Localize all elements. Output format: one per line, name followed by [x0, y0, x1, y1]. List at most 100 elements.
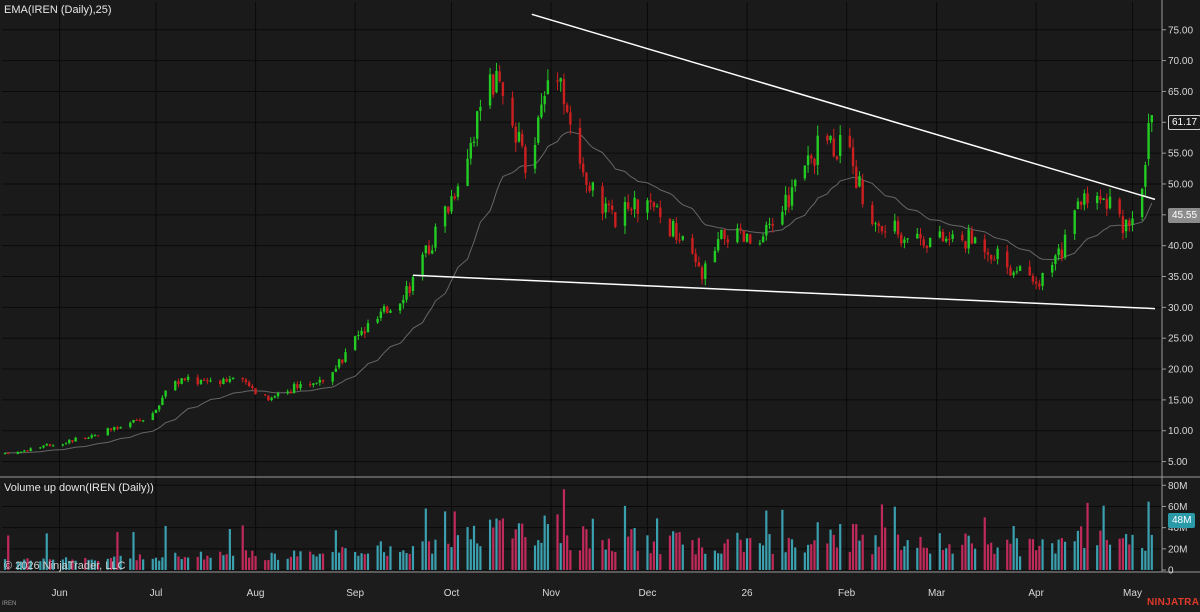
volume-bar [762, 545, 765, 570]
volume-bar [68, 561, 71, 570]
candle-down [1121, 216, 1125, 234]
candle-down [116, 427, 119, 429]
volume-bar [405, 553, 408, 570]
volume-bar [16, 561, 19, 570]
volume-bar [93, 560, 97, 570]
candle-up [720, 229, 723, 239]
candle-down [749, 234, 752, 244]
candle-down [964, 241, 967, 249]
volume-bar [1099, 530, 1102, 570]
candle-up [402, 299, 405, 304]
volume-bar [241, 525, 244, 570]
candle-up [1083, 193, 1086, 205]
volume-bar [749, 537, 752, 570]
volume-bar [1105, 539, 1108, 570]
candle-down [1060, 249, 1064, 259]
candle-up [591, 182, 595, 191]
volume-bar [884, 527, 887, 570]
volume-bar [289, 556, 292, 570]
candle-down [925, 245, 929, 249]
volume-bar [1131, 534, 1134, 570]
candle-up [903, 239, 906, 243]
candle-down [1034, 281, 1038, 284]
candle-up [357, 334, 360, 336]
candle-up [633, 197, 636, 210]
candle-down [742, 230, 746, 242]
candle-up [906, 238, 909, 240]
volume-bar [376, 545, 379, 570]
candle-down [986, 252, 990, 255]
volume-bar [431, 553, 434, 570]
candle-down [254, 388, 257, 395]
candle-down [941, 231, 945, 242]
time-tick-label: Dec [639, 588, 657, 599]
candle-down [810, 155, 813, 159]
volume-bar [52, 559, 55, 570]
volume-bar [990, 542, 993, 570]
candle-up [874, 223, 877, 225]
volume-bar [113, 556, 116, 570]
candle-up [761, 236, 765, 243]
volume-bar [399, 551, 402, 570]
candle-down [514, 126, 517, 143]
volume-bar [276, 559, 280, 570]
volume-bar [697, 537, 700, 570]
volume-bar [604, 549, 607, 570]
volume-bar [559, 543, 562, 570]
candle-up [1063, 234, 1067, 258]
candle-down [883, 231, 887, 233]
candle-down [26, 450, 29, 452]
candle-up [1150, 115, 1153, 123]
volume-bar [543, 515, 546, 570]
candle-down [970, 230, 974, 244]
volume-bar [655, 518, 659, 570]
candle-up [543, 96, 546, 105]
volume-bar [331, 552, 334, 570]
candle-up [93, 435, 97, 437]
volume-bar [694, 554, 697, 570]
volume-bar [630, 529, 633, 570]
candle-up [228, 379, 232, 382]
volume-bar [142, 559, 145, 570]
candle-up [312, 383, 315, 386]
volume-bar [434, 539, 437, 570]
candle-up [87, 437, 90, 439]
candle-up [424, 245, 428, 254]
candle-down [569, 112, 572, 125]
volume-bar [26, 558, 29, 570]
candle-down [1038, 283, 1041, 287]
volume-bar [203, 559, 206, 570]
volume-bar [948, 544, 951, 570]
volume-bar [983, 517, 986, 570]
volume-bar [839, 524, 842, 570]
volume-bar [386, 555, 389, 570]
candle-up [623, 202, 627, 226]
volume-bar [472, 525, 476, 570]
candle-down [659, 207, 662, 218]
candle-down [626, 202, 630, 209]
candle-up [23, 450, 26, 452]
candle-up [736, 228, 739, 243]
candle-up [996, 248, 999, 260]
volume-bar [646, 535, 649, 570]
volume-bar [209, 557, 212, 570]
candle-up [174, 381, 177, 391]
volume-bar [562, 489, 566, 570]
volume-bar [896, 534, 900, 570]
volume-bar [652, 541, 655, 570]
volume-bar [19, 561, 23, 570]
candle-down [244, 379, 248, 383]
candle-up [704, 263, 707, 279]
candle-up [533, 144, 537, 169]
candle-up [1041, 273, 1044, 286]
volume-bar [713, 550, 717, 570]
volume-bar [514, 529, 517, 570]
candle-up [838, 134, 842, 157]
price-tick-label: 35.00 [1168, 272, 1193, 283]
volume-bar [479, 546, 482, 570]
volume-bar [880, 504, 884, 570]
candle-down [177, 381, 180, 385]
volume-bar [742, 552, 745, 570]
price-tick-label: 5.00 [1168, 457, 1188, 468]
